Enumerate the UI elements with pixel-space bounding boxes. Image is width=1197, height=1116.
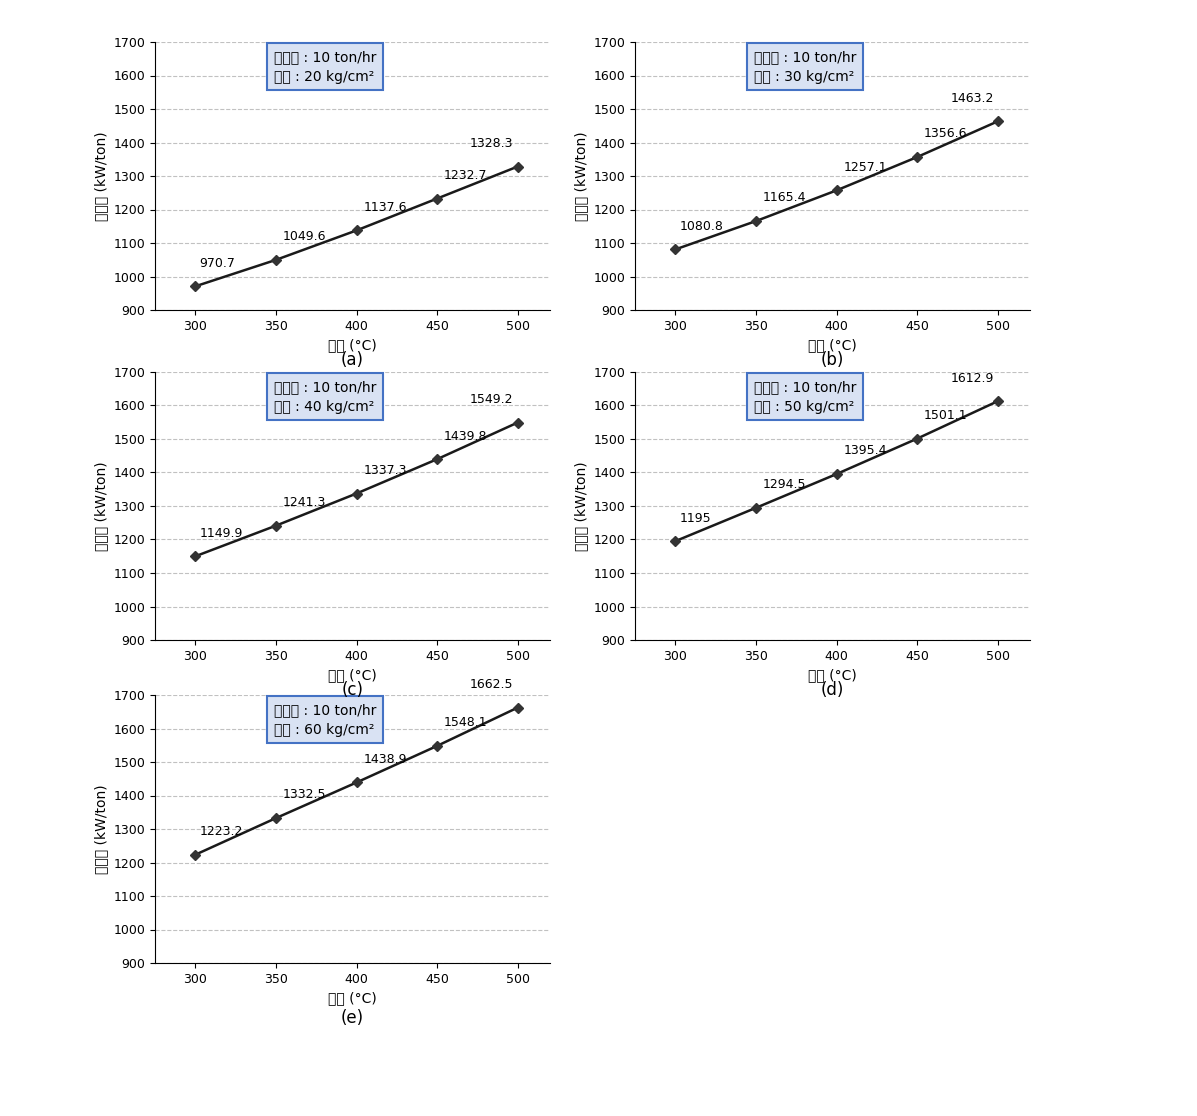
Y-axis label: 발전량 (kW/ton): 발전량 (kW/ton) bbox=[93, 461, 108, 551]
Text: 1294.5: 1294.5 bbox=[762, 478, 807, 491]
Text: 1549.2: 1549.2 bbox=[470, 393, 514, 406]
Text: (d): (d) bbox=[821, 681, 844, 699]
Text: 1439.8: 1439.8 bbox=[444, 430, 487, 443]
Text: 증기량 : 10 ton/hr
압력 : 40 kg/cm²: 증기량 : 10 ton/hr 압력 : 40 kg/cm² bbox=[273, 381, 376, 414]
Text: 증기량 : 10 ton/hr
압력 : 60 kg/cm²: 증기량 : 10 ton/hr 압력 : 60 kg/cm² bbox=[273, 703, 376, 737]
Text: 1049.6: 1049.6 bbox=[282, 230, 327, 243]
Text: 1332.5: 1332.5 bbox=[282, 788, 327, 801]
X-axis label: 온도 (°C): 온도 (°C) bbox=[328, 668, 377, 682]
Text: 1438.9: 1438.9 bbox=[364, 753, 407, 766]
X-axis label: 온도 (°C): 온도 (°C) bbox=[328, 338, 377, 353]
Text: 1463.2: 1463.2 bbox=[950, 92, 994, 105]
Text: 1195: 1195 bbox=[680, 511, 711, 525]
X-axis label: 온도 (°C): 온도 (°C) bbox=[808, 668, 857, 682]
Y-axis label: 발전량 (kW/ton): 발전량 (kW/ton) bbox=[573, 461, 588, 551]
X-axis label: 온도 (°C): 온도 (°C) bbox=[808, 338, 857, 353]
Text: 1137.6: 1137.6 bbox=[364, 201, 407, 214]
Text: 1080.8: 1080.8 bbox=[680, 220, 723, 233]
Text: 1356.6: 1356.6 bbox=[924, 127, 967, 141]
Text: 1548.1: 1548.1 bbox=[444, 716, 487, 729]
Text: 1257.1: 1257.1 bbox=[844, 161, 887, 174]
Y-axis label: 발전량 (kW/ton): 발전량 (kW/ton) bbox=[93, 132, 108, 221]
Y-axis label: 발전량 (kW/ton): 발전량 (kW/ton) bbox=[573, 132, 588, 221]
Text: 1612.9: 1612.9 bbox=[950, 372, 994, 385]
Text: 1223.2: 1223.2 bbox=[200, 825, 243, 838]
Text: (e): (e) bbox=[341, 1009, 364, 1027]
Y-axis label: 발전량 (kW/ton): 발전량 (kW/ton) bbox=[93, 785, 108, 874]
Text: 1662.5: 1662.5 bbox=[470, 677, 514, 691]
Text: (a): (a) bbox=[341, 352, 364, 369]
Text: 1149.9: 1149.9 bbox=[200, 527, 243, 540]
Text: 증기량 : 10 ton/hr
압력 : 30 kg/cm²: 증기량 : 10 ton/hr 압력 : 30 kg/cm² bbox=[753, 50, 856, 84]
Text: 1395.4: 1395.4 bbox=[844, 444, 887, 458]
Text: 1232.7: 1232.7 bbox=[444, 169, 487, 182]
Text: 970.7: 970.7 bbox=[200, 257, 236, 270]
Text: 1241.3: 1241.3 bbox=[282, 496, 327, 509]
Text: (c): (c) bbox=[341, 681, 364, 699]
Text: 1501.1: 1501.1 bbox=[924, 408, 967, 422]
Text: 1328.3: 1328.3 bbox=[470, 137, 514, 150]
Text: 증기량 : 10 ton/hr
압력 : 20 kg/cm²: 증기량 : 10 ton/hr 압력 : 20 kg/cm² bbox=[273, 50, 376, 84]
Text: 증기량 : 10 ton/hr
압력 : 50 kg/cm²: 증기량 : 10 ton/hr 압력 : 50 kg/cm² bbox=[753, 381, 856, 414]
Text: (b): (b) bbox=[821, 352, 844, 369]
X-axis label: 온도 (°C): 온도 (°C) bbox=[328, 991, 377, 1006]
Text: 1165.4: 1165.4 bbox=[762, 192, 807, 204]
Text: 1337.3: 1337.3 bbox=[364, 464, 407, 477]
